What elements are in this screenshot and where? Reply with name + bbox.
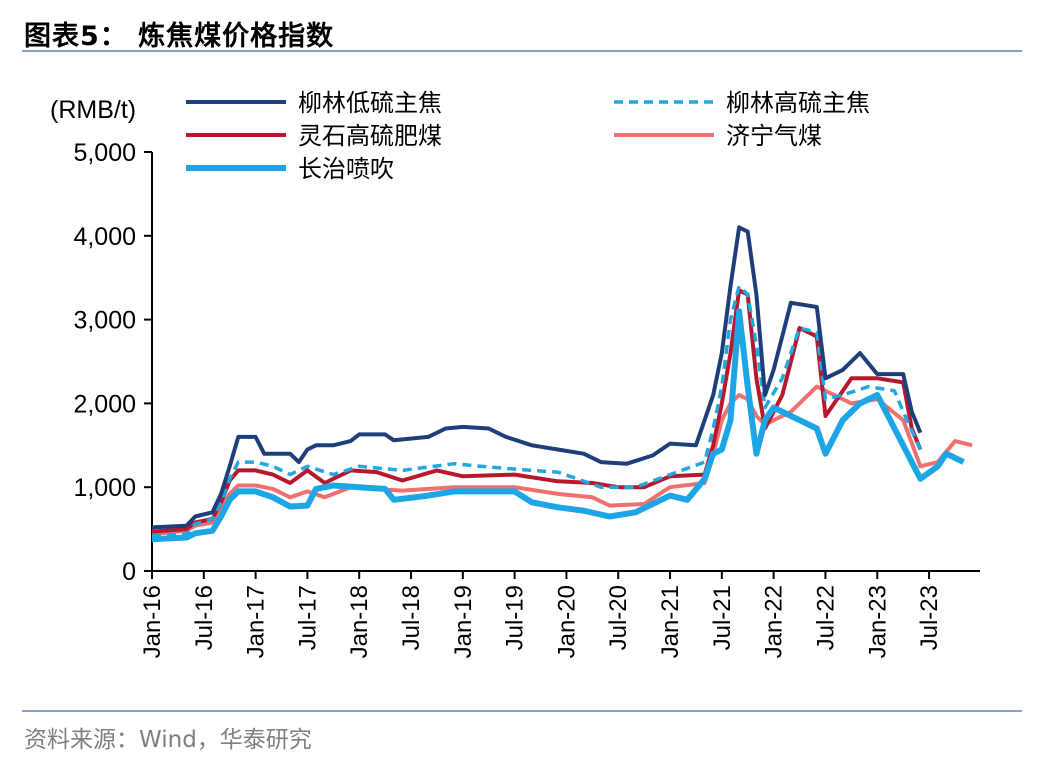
x-tick-label: Jul-20: [605, 585, 632, 650]
bottom-rule: [22, 710, 1022, 712]
x-tick-label: Jul-23: [916, 585, 943, 650]
x-axis: Jan-16 Jul-16 Jan-17 Jul-17 Jan-18 Jul-18 Jan-…: [139, 570, 980, 658]
plot-area: [151, 225, 973, 543]
y-unit-label: (RMB/t): [50, 96, 136, 124]
x-tick-label: Jan-16: [139, 585, 166, 658]
top-rule: [22, 50, 1022, 52]
x-tick-label: Jul-17: [294, 585, 321, 650]
x-tick-label: Jul-21: [709, 585, 736, 650]
y-tick-label: 1,000: [73, 474, 136, 502]
x-tick-label: Jan-18: [346, 585, 373, 658]
legend-label-5: 长治喷吹: [298, 155, 394, 183]
x-tick-label: Jul-16: [191, 585, 218, 650]
x-tick-label: Jan-20: [553, 585, 580, 658]
y-tick-label: 5,000: [73, 139, 136, 167]
legend-label-3: 灵石高硫肥煤: [298, 122, 442, 150]
figure-title: 图表5： 炼焦煤价格指数: [24, 21, 335, 52]
y-tick-label: 3,000: [73, 307, 136, 335]
series-line-4: [151, 384, 973, 537]
x-tick-label: Jul-22: [812, 585, 839, 650]
x-tick-label: Jan-22: [761, 585, 788, 658]
x-tick-label: Jan-17: [243, 585, 270, 658]
y-tick-label: 2,000: [73, 390, 136, 418]
x-tick-label: Jan-19: [450, 585, 477, 658]
series-line-3: [151, 288, 923, 534]
series-line-5: [151, 308, 965, 543]
series-line-2: [151, 284, 922, 538]
y-tick-label: 0: [122, 558, 136, 586]
series-line-1: [151, 225, 923, 530]
legend-label-4: 济宁气煤: [726, 122, 822, 150]
x-tick-label: Jan-21: [657, 585, 684, 658]
legend-label-2: 柳林高硫主焦: [726, 89, 870, 117]
x-tick-label: Jul-18: [398, 585, 425, 650]
x-tick-label: Jan-23: [864, 585, 891, 658]
legend-label-1: 柳林低硫主焦: [298, 89, 442, 117]
x-tick-label: Jul-19: [502, 585, 529, 650]
y-tick-label: 4,000: [73, 223, 136, 251]
source-note: 资料来源：Wind，华泰研究: [24, 727, 312, 753]
y-axis: 0 1,000 2,000 3,000 4,000 5,000: [73, 139, 153, 586]
